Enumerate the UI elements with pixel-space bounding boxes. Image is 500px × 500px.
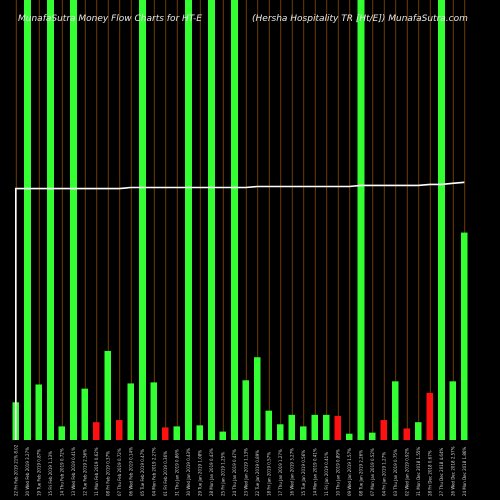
bar-40 <box>461 232 468 440</box>
x-tick-label: 18 Fri Jan 2019 0.57% <box>266 452 271 496</box>
x-tick-label: 01 Fri Feb 2019 0.36% <box>163 451 168 496</box>
bar-12 <box>139 0 146 440</box>
bar-2 <box>24 0 31 440</box>
x-tick-label: 03 Thu Jan 2019 0.75% <box>393 449 398 496</box>
x-tick-label: 16 Wed Jan 2019 3.27% <box>289 448 294 496</box>
x-tick-label: 14 Mon Jan 2019 0.41% <box>312 448 317 496</box>
bar-14 <box>162 427 169 440</box>
bar-15 <box>173 426 180 440</box>
x-tick-label: 06 Wed Feb 2019 0.14% <box>128 447 133 496</box>
x-tick-label: 19 Tue Feb 2019 0.87% <box>36 449 41 496</box>
bar-8 <box>93 422 100 440</box>
bar-23 <box>265 410 272 440</box>
bar-30 <box>346 433 353 440</box>
x-tick-label: 26 Wed Dec 2018 2.57% <box>450 446 455 496</box>
bar-13 <box>150 382 157 440</box>
x-tick-label: 27 Thu Dec 2018 4.64% <box>439 447 444 496</box>
bar-21 <box>242 380 249 440</box>
bar-4 <box>47 0 54 440</box>
bar-19 <box>219 431 226 440</box>
x-tick-label: 13 Wed Feb 2019 0.41% <box>71 447 76 496</box>
chart-title-left: MunafaSutra Money Flow Charts for HT-E <box>18 14 202 24</box>
bar-18 <box>208 0 215 440</box>
bar-11 <box>127 383 134 440</box>
bar-22 <box>254 357 261 440</box>
x-tick-label: 15 Fri Feb 2019 1.13% <box>48 451 53 496</box>
bar-39 <box>449 381 456 440</box>
bar-20 <box>231 0 238 440</box>
x-tick-label: 15 Tue Jan 2019 0.56% <box>301 450 306 496</box>
x-tick-label: 07 Mon Jan 2019 0.52% <box>370 448 375 496</box>
chart-title-right: (Hersha Hospitality TR [Ht/E]) MunafaSut… <box>252 14 468 24</box>
x-tick-label: 07 Thu Feb 2019 0.72% <box>117 448 122 496</box>
bar-25 <box>288 414 295 440</box>
x-tick-label: 23 Wed Jan 2019 1.13% <box>243 448 248 496</box>
x-tick-label: 25 Fri Jan 2019 1.25% <box>220 452 225 496</box>
x-tick-label: 08 Tue Jan 2019 2.26% <box>358 450 363 496</box>
x-tick-label: 14 Thu Feb 2019 0.72% <box>59 448 64 496</box>
bar-27 <box>311 414 318 440</box>
bar-31 <box>357 0 365 440</box>
x-tick-label: 22 Fri Feb 2019 21% 8.02 <box>13 444 18 496</box>
x-axis-tick-labels: 22 Fri Feb 2019 21% 8.02 20 Wed Feb 2019 … <box>13 444 467 496</box>
bar-5 <box>58 426 65 440</box>
x-tick-label: 28 Fri Dec 2018 0.67% <box>427 450 432 496</box>
bar-16 <box>185 0 192 440</box>
x-tick-label: 28 Mon Jan 2019 0.43% <box>209 448 214 496</box>
bar-33 <box>380 420 387 440</box>
x-tick-label: 04 Mon Feb 2019 2.27% <box>151 447 156 496</box>
x-tick-label: 29 Tue Jan 2019 1.08% <box>197 450 202 496</box>
x-tick-label: 24 Mon Dec 2018 1.86% <box>462 447 467 496</box>
bar-37 <box>426 392 433 440</box>
x-tick-label: 11 Fri Jan 2019 0.41% <box>324 452 329 496</box>
x-tick-label: 22 Tue Jan 2019 0.89% <box>255 450 260 496</box>
x-tick-label: 31 Thu Jan 2019 0.86% <box>174 449 179 496</box>
bar-9 <box>104 350 111 440</box>
x-tick-label: 17 Thu Jan 2019 1.27% <box>278 449 283 496</box>
bar-29 <box>334 415 341 440</box>
bar-36 <box>415 422 422 440</box>
x-tick-label: 08 Fri Feb 2019 0.37% <box>105 451 110 496</box>
x-tick-label: 31 Mon Dec 2018 1.55% <box>416 447 421 496</box>
bar-34 <box>392 381 399 440</box>
bar-6 <box>70 0 77 440</box>
x-tick-label: 09 Wed Jan 2019 1.57% <box>347 448 352 496</box>
bar-24 <box>277 424 284 440</box>
bar-26 <box>300 426 307 440</box>
bar-3 <box>35 384 42 440</box>
price-line <box>15 181 465 440</box>
bar-32 <box>369 432 376 440</box>
x-tick-label: 02 Wed Jan 2019 0.92% <box>404 448 409 496</box>
x-tick-label: 05 Tue Feb 2019 0.47% <box>140 449 145 496</box>
x-tick-label: 12 Tue Feb 2019 2.56% <box>82 449 87 496</box>
bar-17 <box>196 425 203 440</box>
bar-28 <box>323 414 330 440</box>
bar-10 <box>116 420 123 440</box>
x-tick-label: 11 Mon Feb 2019 0.62% <box>94 447 99 496</box>
bar-7 <box>81 388 88 440</box>
x-tick-label: 04 Fri Jan 2019 1.27% <box>381 452 386 496</box>
x-tick-label: 10 Thu Jan 2019 0.89% <box>335 449 340 496</box>
bar-35 <box>403 428 410 440</box>
bar-38 <box>438 0 445 440</box>
x-tick-label: 24 Thu Jan 2019 0.47% <box>232 449 237 496</box>
bars <box>12 0 468 440</box>
x-tick-label: 30 Wed Jan 2019 0.43% <box>186 448 191 496</box>
x-tick-label: 20 Wed Feb 2019 3.27% <box>25 447 30 496</box>
